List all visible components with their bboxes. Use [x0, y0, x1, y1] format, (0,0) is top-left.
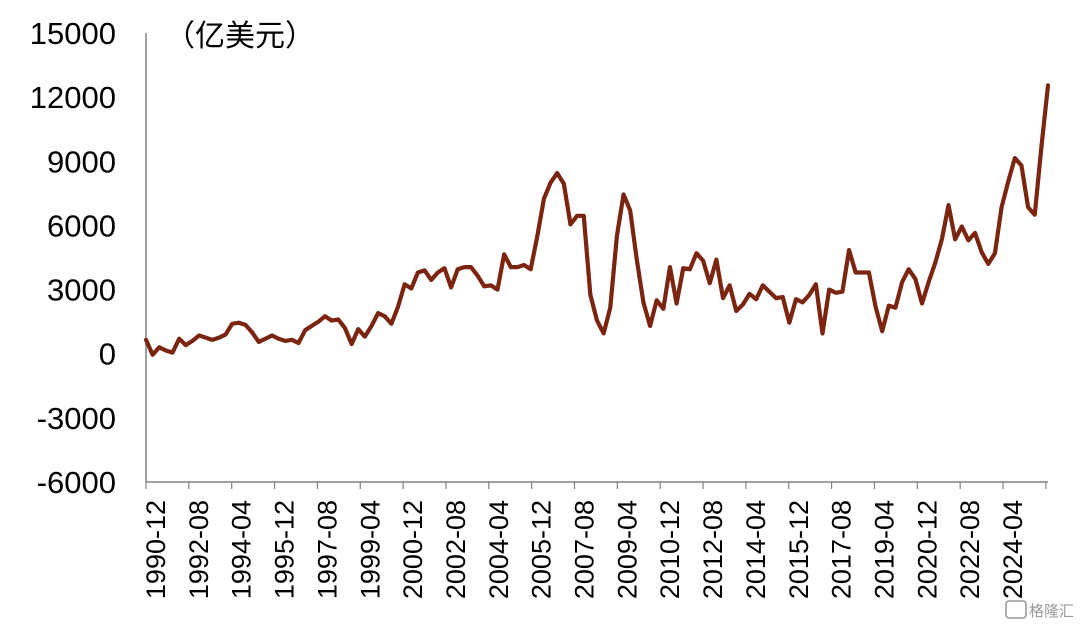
y-tick-label: 0	[99, 337, 116, 372]
y-tick-label: 9000	[47, 144, 116, 179]
x-tick-label: 2017-08	[827, 500, 857, 599]
x-tick-label: 2022-08	[955, 500, 985, 599]
x-tick-label: 2010-12	[655, 500, 685, 599]
x-tick-label: 1997-08	[312, 500, 342, 599]
x-tick-label: 2015-12	[784, 500, 814, 599]
watermark: 格隆汇	[1005, 600, 1074, 620]
series-layer	[143, 83, 1051, 357]
x-tick-label: 1990-12	[141, 500, 171, 599]
x-tick-label: 2012-08	[698, 500, 728, 599]
x-tick-label: 2007-08	[570, 500, 600, 599]
y-tick-label: 15000	[30, 16, 116, 51]
x-tick-label: 2014-04	[741, 500, 771, 599]
x-tick-label: 2002-08	[441, 500, 471, 599]
y-tick-label: -6000	[37, 465, 116, 500]
x-tick-label: 2004-04	[484, 500, 514, 599]
x-tick-label: 1992-08	[184, 500, 214, 599]
x-tick-label: 2024-04	[998, 500, 1028, 599]
x-tick-label: 1999-04	[355, 500, 385, 599]
x-tick-label: 1994-04	[227, 500, 257, 599]
x-tick-label: 2019-04	[869, 500, 899, 599]
watermark-logo-icon	[1005, 600, 1027, 619]
unit-label: （亿美元）	[165, 19, 315, 54]
y-tick-label: 3000	[47, 273, 116, 308]
series-line	[143, 83, 1051, 357]
y-tick-label: 6000	[47, 208, 116, 243]
x-tick-label: 2000-12	[398, 500, 428, 599]
x-axis: 1990-12 1992-08 1994-04 1995-12 1997-08 1999-…	[141, 481, 1048, 599]
x-tick-label: 1995-12	[270, 500, 300, 599]
x-tick-label: 2020-12	[912, 500, 942, 599]
y-tick-label: 12000	[30, 80, 116, 115]
x-tick-label: 2005-12	[527, 500, 557, 599]
y-tick-label: -3000	[37, 401, 116, 436]
y-axis: 15000 12000 9000 6000 3000 0 -3000 -6000	[30, 16, 147, 500]
x-tick-label: 2009-04	[612, 500, 642, 599]
watermark-text: 格隆汇	[1029, 602, 1074, 620]
